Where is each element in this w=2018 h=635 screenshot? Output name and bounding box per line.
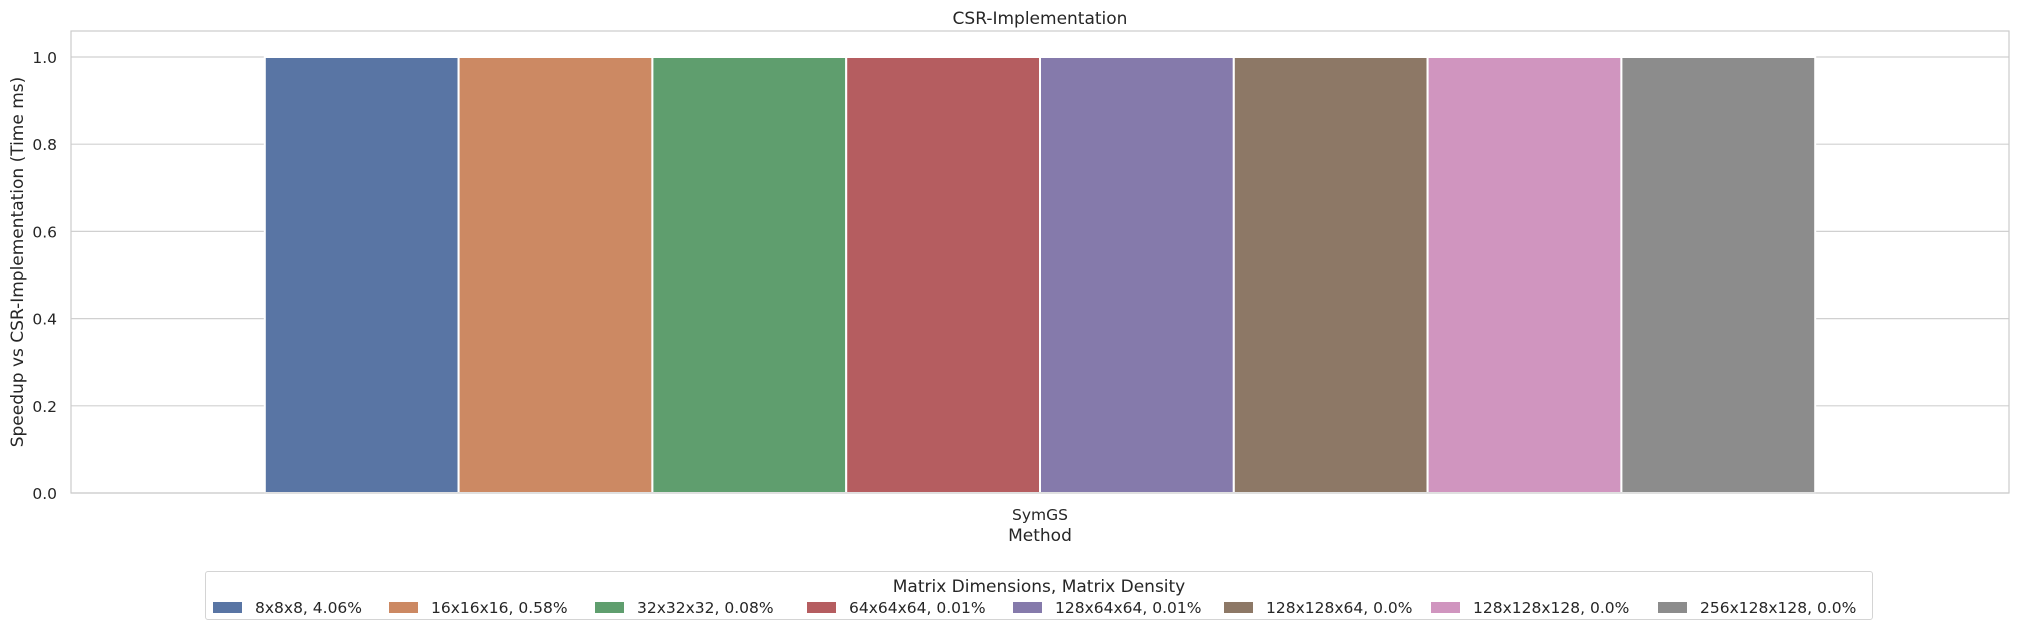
legend-swatch [1013,602,1042,613]
bar [457,56,654,494]
bar [845,56,1042,494]
bar [1039,56,1235,494]
legend-label: 16x16x16, 0.58% [431,599,568,617]
bar [651,56,848,494]
legend-swatch [213,602,242,613]
plot-frame [70,30,2010,494]
legend: Matrix Dimensions, Matrix Density 8x8x8,… [205,571,1873,620]
legend-swatch [807,602,836,613]
chart-title: CSR-Implementation [953,9,1128,29]
legend-label: 128x64x64, 0.01% [1055,599,1202,617]
bar [263,56,460,494]
bars [263,56,1817,494]
x-axis: SymGS [1012,506,1068,524]
legend-swatch [1658,602,1687,613]
y-axis-label: Speedup vs CSR-Implementation (Time ms) [8,77,28,448]
y-tick-label: 0.2 [32,398,57,416]
legend-title: Matrix Dimensions, Matrix Density [892,577,1186,597]
bar [1620,56,1817,494]
bar [1232,56,1429,494]
legend-swatch [1431,602,1460,613]
x-tick-label: SymGS [1012,506,1068,524]
x-axis-label: Method [1008,526,1072,546]
legend-label: 8x8x8, 4.06% [255,599,363,617]
legend-items: 8x8x8, 4.06% 16x16x16, 0.58% 32x32x32, 0.0… [206,599,1872,617]
y-tick-label: 0.0 [32,485,57,503]
y-tick-label: 1.0 [32,49,57,67]
y-tick-label: 0.8 [32,136,57,154]
legend-swatch [389,602,418,613]
y-tick-label: 0.4 [32,311,57,329]
legend-label: 128x128x64, 0.0% [1266,599,1413,617]
legend-swatch [595,602,624,613]
y-tick-label: 0.6 [32,223,57,241]
y-axis: 0.0 0.2 0.4 0.6 0.8 1.0 [32,49,57,503]
legend-swatch [1224,602,1253,613]
legend-label: 128x128x128, 0.0% [1473,599,1630,617]
legend-label: 64x64x64, 0.01% [849,599,986,617]
legend-label: 256x128x128, 0.0% [1700,599,1857,617]
legend-label: 32x32x32, 0.08% [637,599,774,617]
bar [1426,56,1623,494]
